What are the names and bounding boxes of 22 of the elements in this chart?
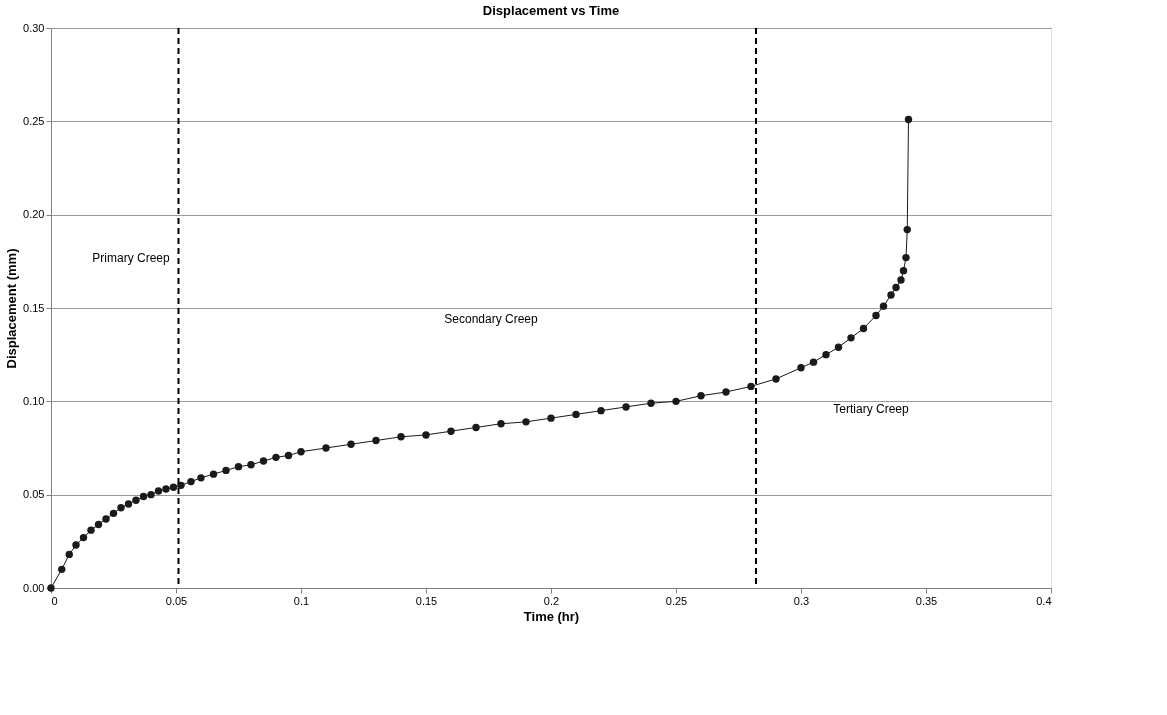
x-tick-label: 0.1 bbox=[293, 594, 310, 607]
annotation: Primary Creep bbox=[92, 250, 170, 265]
x-tick-label: 0.35 bbox=[915, 594, 938, 607]
y-tick-label: 0.05 bbox=[23, 488, 45, 501]
x-tick-label: 0.05 bbox=[165, 594, 188, 607]
x-tick-label: 0.2 bbox=[543, 594, 560, 607]
x-axis-title: Time (hr) bbox=[523, 608, 580, 624]
y-tick-label: 0.00 bbox=[23, 581, 45, 594]
y-tick-label: 0.20 bbox=[23, 208, 45, 221]
annotation: Tertiary Creep bbox=[833, 401, 909, 416]
x-tick-label: 0.15 bbox=[415, 594, 438, 607]
x-tick-label: 0 bbox=[51, 594, 58, 607]
y-axis-title: Displacement (mm) bbox=[4, 248, 20, 369]
x-tick-label: 0.4 bbox=[1036, 594, 1052, 607]
y-tick-label: 0.30 bbox=[23, 21, 45, 34]
chart-title: Displacement vs Time bbox=[482, 3, 620, 18]
annotation: Secondary Creep bbox=[444, 312, 539, 327]
y-tick-label: 0.15 bbox=[23, 301, 45, 314]
y-tick-label: 0.25 bbox=[23, 114, 45, 127]
x-tick-label: 0.25 bbox=[665, 594, 688, 607]
y-tick-label: 0.10 bbox=[23, 394, 45, 407]
x-tick-label: 0.3 bbox=[793, 594, 810, 607]
